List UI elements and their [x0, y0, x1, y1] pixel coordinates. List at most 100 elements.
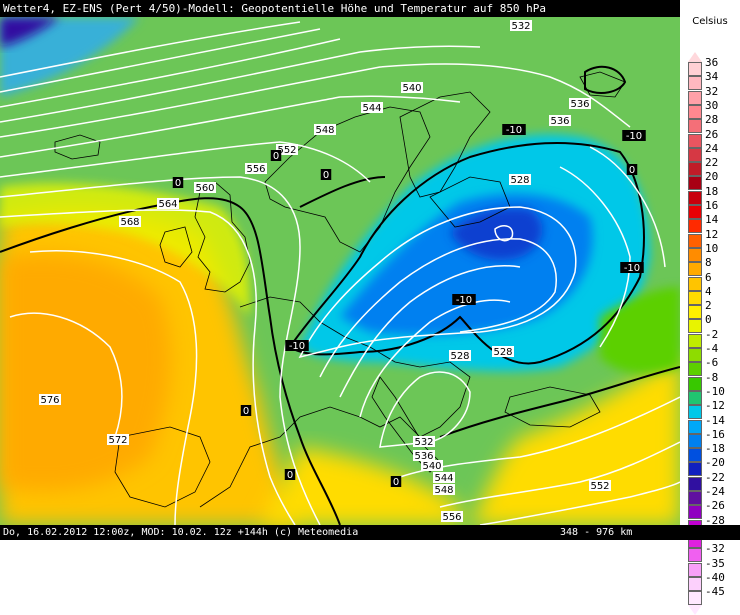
footer-bar: Do, 16.02.2012 12:00z, MOD: 10.02. 12z +…	[0, 525, 740, 540]
chart-title: Wetter4, EZ-ENS (Pert 4/50)-Modell: Geop…	[0, 0, 680, 17]
isotherm-label: -10	[624, 263, 640, 274]
legend-label: -12	[705, 399, 725, 413]
isotherm-label: 0	[287, 470, 293, 481]
legend-label: 22	[705, 156, 719, 170]
legend-label: 14	[705, 213, 719, 227]
legend-label: -4	[705, 342, 719, 355]
height-label: 536	[570, 99, 589, 110]
legend-label: 6	[705, 270, 712, 284]
legend-swatch	[688, 133, 702, 148]
legend-label: -16	[705, 427, 725, 441]
isotherm-label-box	[320, 169, 332, 180]
legend-swatch	[688, 247, 702, 262]
isotherm-label: -10	[506, 125, 522, 136]
height-label-box	[441, 511, 463, 522]
legend-label: -18	[705, 442, 725, 456]
height-label-box	[361, 102, 383, 113]
height-label-box	[276, 144, 298, 155]
legend-label: -35	[705, 556, 725, 570]
height-label-box	[492, 346, 514, 357]
legend-swatch	[688, 462, 702, 477]
isotherm-label: 0	[323, 170, 329, 181]
height-label-box	[245, 163, 267, 174]
legend-label: -10	[705, 384, 725, 398]
legend-swatch	[688, 262, 702, 277]
isotherm-label: 0	[175, 178, 181, 189]
isotherm-label-box	[452, 294, 476, 305]
height-label: 540	[422, 461, 441, 472]
height-label-box	[433, 484, 455, 495]
height-label-box	[39, 394, 61, 405]
legend-label: 24	[705, 141, 719, 155]
legend-label: 30	[705, 98, 719, 112]
legend-swatch	[688, 448, 702, 463]
height-label: 572	[108, 435, 127, 446]
legend-label: -28	[705, 513, 725, 527]
legend-label: 16	[705, 199, 719, 212]
temperature-field	[0, 17, 680, 525]
height-contours	[0, 21, 680, 525]
isotherm-label-box	[626, 164, 638, 175]
height-label: 564	[158, 199, 177, 210]
height-label-box	[433, 472, 455, 483]
legend-label: 0	[705, 313, 712, 327]
height-label-box	[510, 20, 532, 31]
height-label: 552	[590, 481, 609, 492]
cold-air-northwest	[0, 17, 140, 97]
legend-label: 10	[705, 241, 719, 255]
height-label: 536	[550, 116, 569, 127]
legend-label: -2	[705, 327, 719, 341]
isotherm-label: 0	[243, 406, 249, 417]
legend-swatch	[688, 405, 702, 420]
height-label-box	[589, 480, 611, 491]
legend-swatch	[688, 419, 702, 434]
legend-bottom-arrow	[688, 605, 702, 615]
isotherm-label-box	[285, 340, 309, 351]
height-label-box	[107, 434, 129, 445]
isotherm-label: -10	[626, 131, 642, 142]
legend-swatch	[688, 491, 702, 505]
map-canvas: 5285325405365365445485525565605645685765…	[0, 17, 680, 525]
legend-swatch	[688, 290, 702, 305]
temperature-isolines	[0, 65, 680, 525]
isotherm-label-box	[622, 130, 646, 141]
height-label-box	[509, 174, 531, 185]
legend-swatch	[688, 76, 702, 91]
legend-label: -14	[705, 413, 725, 427]
legend-swatch	[688, 390, 702, 405]
height-label: 544	[434, 473, 453, 484]
legend-label: 8	[705, 256, 712, 270]
legend-swatch	[688, 162, 702, 177]
height-label: 552	[277, 145, 296, 156]
legend-swatch	[688, 333, 702, 348]
legend-label: -22	[705, 470, 725, 484]
legend-swatch	[688, 233, 702, 248]
legend-swatch	[688, 219, 702, 234]
legend-swatch	[688, 591, 702, 606]
legend-swatch	[688, 319, 702, 334]
height-label: 548	[434, 485, 453, 496]
legend-label: -8	[705, 370, 719, 384]
height-label-box	[314, 124, 336, 135]
legend-swatch	[688, 548, 702, 563]
height-label-box	[157, 198, 179, 209]
legend-label: 4	[705, 284, 712, 298]
isotherm-label-box	[172, 177, 184, 188]
isotherm-label: 0	[393, 477, 399, 488]
height-label-box	[413, 436, 435, 447]
isotherm-zero-west	[0, 197, 341, 525]
legend-label: 26	[705, 127, 719, 141]
warm-air-core	[0, 253, 171, 491]
height-label: 560	[195, 183, 214, 194]
legend-swatch	[688, 276, 702, 291]
legend-swatch	[688, 433, 702, 448]
height-label: 528	[510, 175, 529, 186]
legend-label: -26	[705, 499, 725, 513]
legend-swatch	[688, 562, 702, 577]
legend-label: 12	[705, 227, 719, 241]
legend-swatch	[688, 62, 702, 76]
legend-swatch	[688, 190, 702, 205]
legend-swatch	[688, 505, 702, 520]
isotherm-label: -10	[289, 341, 305, 352]
